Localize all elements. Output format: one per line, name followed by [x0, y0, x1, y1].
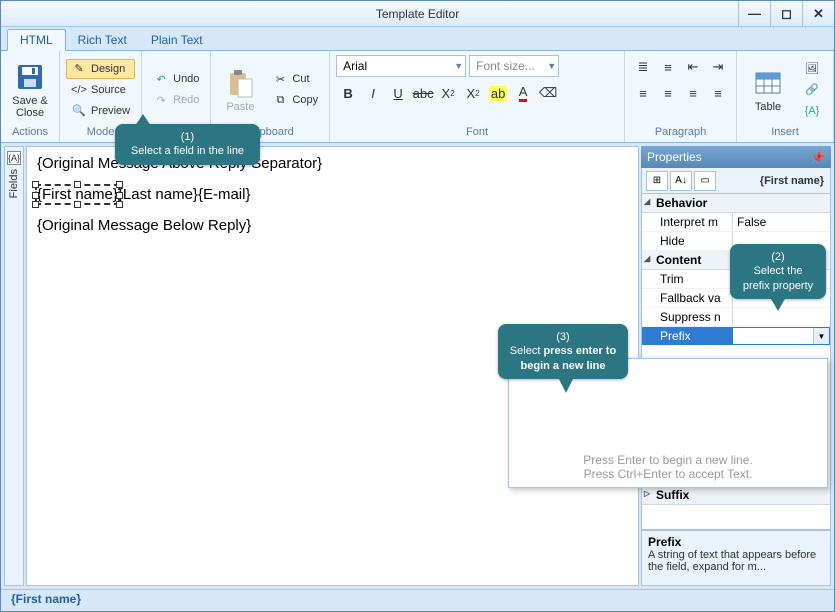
indent-icon: ⇥: [713, 59, 724, 75]
eraser-icon: ⌫: [539, 85, 557, 101]
mode-design-button[interactable]: ✎Design: [66, 59, 135, 79]
bullets-icon: ≣: [638, 59, 649, 75]
copy-button[interactable]: ⧉Copy: [267, 90, 323, 110]
align-center-button[interactable]: ≡: [656, 81, 680, 105]
number-list-button[interactable]: ≡: [656, 55, 680, 79]
fields-sidebar[interactable]: {A} Fields: [4, 146, 24, 586]
property-pages-button[interactable]: ▭: [694, 171, 716, 191]
field-glyph-icon: {A}: [7, 151, 21, 165]
bullet-list-button[interactable]: ≣: [631, 55, 655, 79]
category-suffix[interactable]: Suffix: [642, 486, 830, 505]
align-left-icon: ≡: [639, 86, 647, 101]
redo-button[interactable]: ↷Redo: [148, 90, 204, 110]
alphabetical-button[interactable]: A↓: [670, 171, 692, 191]
editor-line: {First name} {Last name}{E-mail}: [37, 186, 628, 203]
numbers-icon: ≡: [664, 60, 672, 75]
group-paragraph: ≣ ≡ ⇤ ⇥ ≡ ≡ ≡ ≡ Paragraph: [625, 51, 737, 142]
insert-table-button[interactable]: Table: [743, 67, 793, 113]
insert-image-button[interactable]: 🖼: [799, 59, 825, 79]
category-behavior[interactable]: Behavior: [642, 194, 830, 213]
save-icon: [14, 61, 46, 93]
field-email[interactable]: {E-mail}: [198, 186, 251, 203]
minimize-button[interactable]: —: [738, 1, 770, 26]
tab-richtext[interactable]: Rich Text: [66, 30, 139, 50]
field-first-name[interactable]: {First name}: [37, 186, 118, 203]
callout-2: (2) Select the prefix property: [730, 244, 826, 299]
font-color-button[interactable]: A: [511, 81, 535, 105]
highlight-button[interactable]: ab: [486, 81, 510, 105]
outdent-icon: ⇤: [688, 59, 699, 75]
subscript-button[interactable]: X2: [436, 81, 460, 105]
template-editor-window: Template Editor — ◻ ✕ HTML Rich Text Pla…: [0, 0, 835, 612]
strike-button[interactable]: abc: [411, 81, 435, 105]
italic-button[interactable]: I: [361, 81, 385, 105]
indent-button[interactable]: ⇥: [706, 55, 730, 79]
highlight-icon: ab: [489, 86, 507, 101]
field-last-name[interactable]: {Last name}: [118, 186, 198, 203]
callout-1: (1) Select a field in the line: [115, 124, 260, 165]
align-right-button[interactable]: ≡: [681, 81, 705, 105]
pin-icon[interactable]: 📌: [811, 151, 825, 164]
group-insert: Table 🖼 🔗 {A} Insert: [737, 51, 834, 142]
redo-icon: ↷: [153, 92, 169, 108]
tab-plaintext[interactable]: Plain Text: [139, 30, 215, 50]
properties-header: Properties 📌: [641, 146, 831, 168]
editor-tabs: HTML Rich Text Plain Text: [1, 27, 834, 51]
undo-icon: ↶: [153, 71, 169, 87]
font-family-select[interactable]: Arial▼: [336, 55, 466, 77]
callout-3: (3) Select press enter to begin a new li…: [498, 324, 628, 379]
mode-preview-button[interactable]: 🔍Preview: [66, 101, 135, 121]
magnifier-icon: 🔍: [71, 103, 87, 119]
clear-format-button[interactable]: ⌫: [536, 81, 560, 105]
image-icon: 🖼: [804, 61, 820, 77]
align-right-icon: ≡: [689, 86, 697, 101]
align-center-icon: ≡: [664, 86, 672, 101]
statusbar: {First name}: [1, 589, 834, 611]
cut-button[interactable]: ✂Cut: [267, 69, 323, 89]
window-title: Template Editor: [1, 7, 834, 21]
prop-row[interactable]: Suppress n: [642, 308, 830, 327]
code-icon: </>: [71, 82, 87, 98]
group-actions: Save & Close Actions: [1, 51, 60, 142]
titlebar: Template Editor — ◻ ✕: [1, 1, 834, 27]
copy-icon: ⧉: [272, 92, 288, 108]
property-description: Prefix A string of text that appears bef…: [641, 530, 831, 586]
chevron-down-icon: ▼: [454, 61, 463, 71]
align-left-button[interactable]: ≡: [631, 81, 655, 105]
page-icon: ▭: [700, 175, 709, 186]
save-close-button[interactable]: Save & Close: [5, 53, 55, 126]
mode-source-button[interactable]: </>Source: [66, 80, 135, 100]
scissors-icon: ✂: [272, 71, 288, 87]
field-icon: {A}: [804, 103, 820, 119]
chevron-down-icon: ▼: [547, 61, 556, 71]
table-icon: [752, 67, 784, 99]
categorized-button[interactable]: ⊞: [646, 171, 668, 191]
close-button[interactable]: ✕: [802, 1, 834, 26]
prop-row-prefix[interactable]: Prefix▼: [642, 327, 830, 346]
outdent-button[interactable]: ⇤: [681, 55, 705, 79]
category-icon: ⊞: [653, 175, 661, 186]
paste-icon: [224, 67, 256, 99]
group-font: Arial▼ Font size...▼ B I U abc X2 X2 ab …: [330, 51, 625, 142]
editor-line: {Original Message Below Reply}: [37, 217, 628, 234]
insert-field-button[interactable]: {A}: [799, 101, 825, 121]
bold-button[interactable]: B: [336, 81, 360, 105]
align-justify-button[interactable]: ≡: [706, 81, 730, 105]
tab-html[interactable]: HTML: [7, 29, 66, 51]
prop-row[interactable]: Interpret mFalse: [642, 213, 830, 232]
font-size-select[interactable]: Font size...▼: [469, 55, 559, 77]
align-justify-icon: ≡: [714, 86, 722, 101]
underline-button[interactable]: U: [386, 81, 410, 105]
undo-button[interactable]: ↶Undo: [148, 69, 204, 89]
dropdown-icon[interactable]: ▼: [813, 328, 829, 344]
maximize-button[interactable]: ◻: [770, 1, 802, 26]
link-icon: 🔗: [804, 82, 820, 98]
pencil-icon: ✎: [71, 61, 87, 77]
insert-link-button[interactable]: 🔗: [799, 80, 825, 100]
selected-object-label: {First name}: [718, 175, 826, 187]
superscript-button[interactable]: X2: [461, 81, 485, 105]
paste-button[interactable]: Paste: [215, 53, 265, 126]
properties-toolbar: ⊞ A↓ ▭ {First name}: [641, 168, 831, 194]
